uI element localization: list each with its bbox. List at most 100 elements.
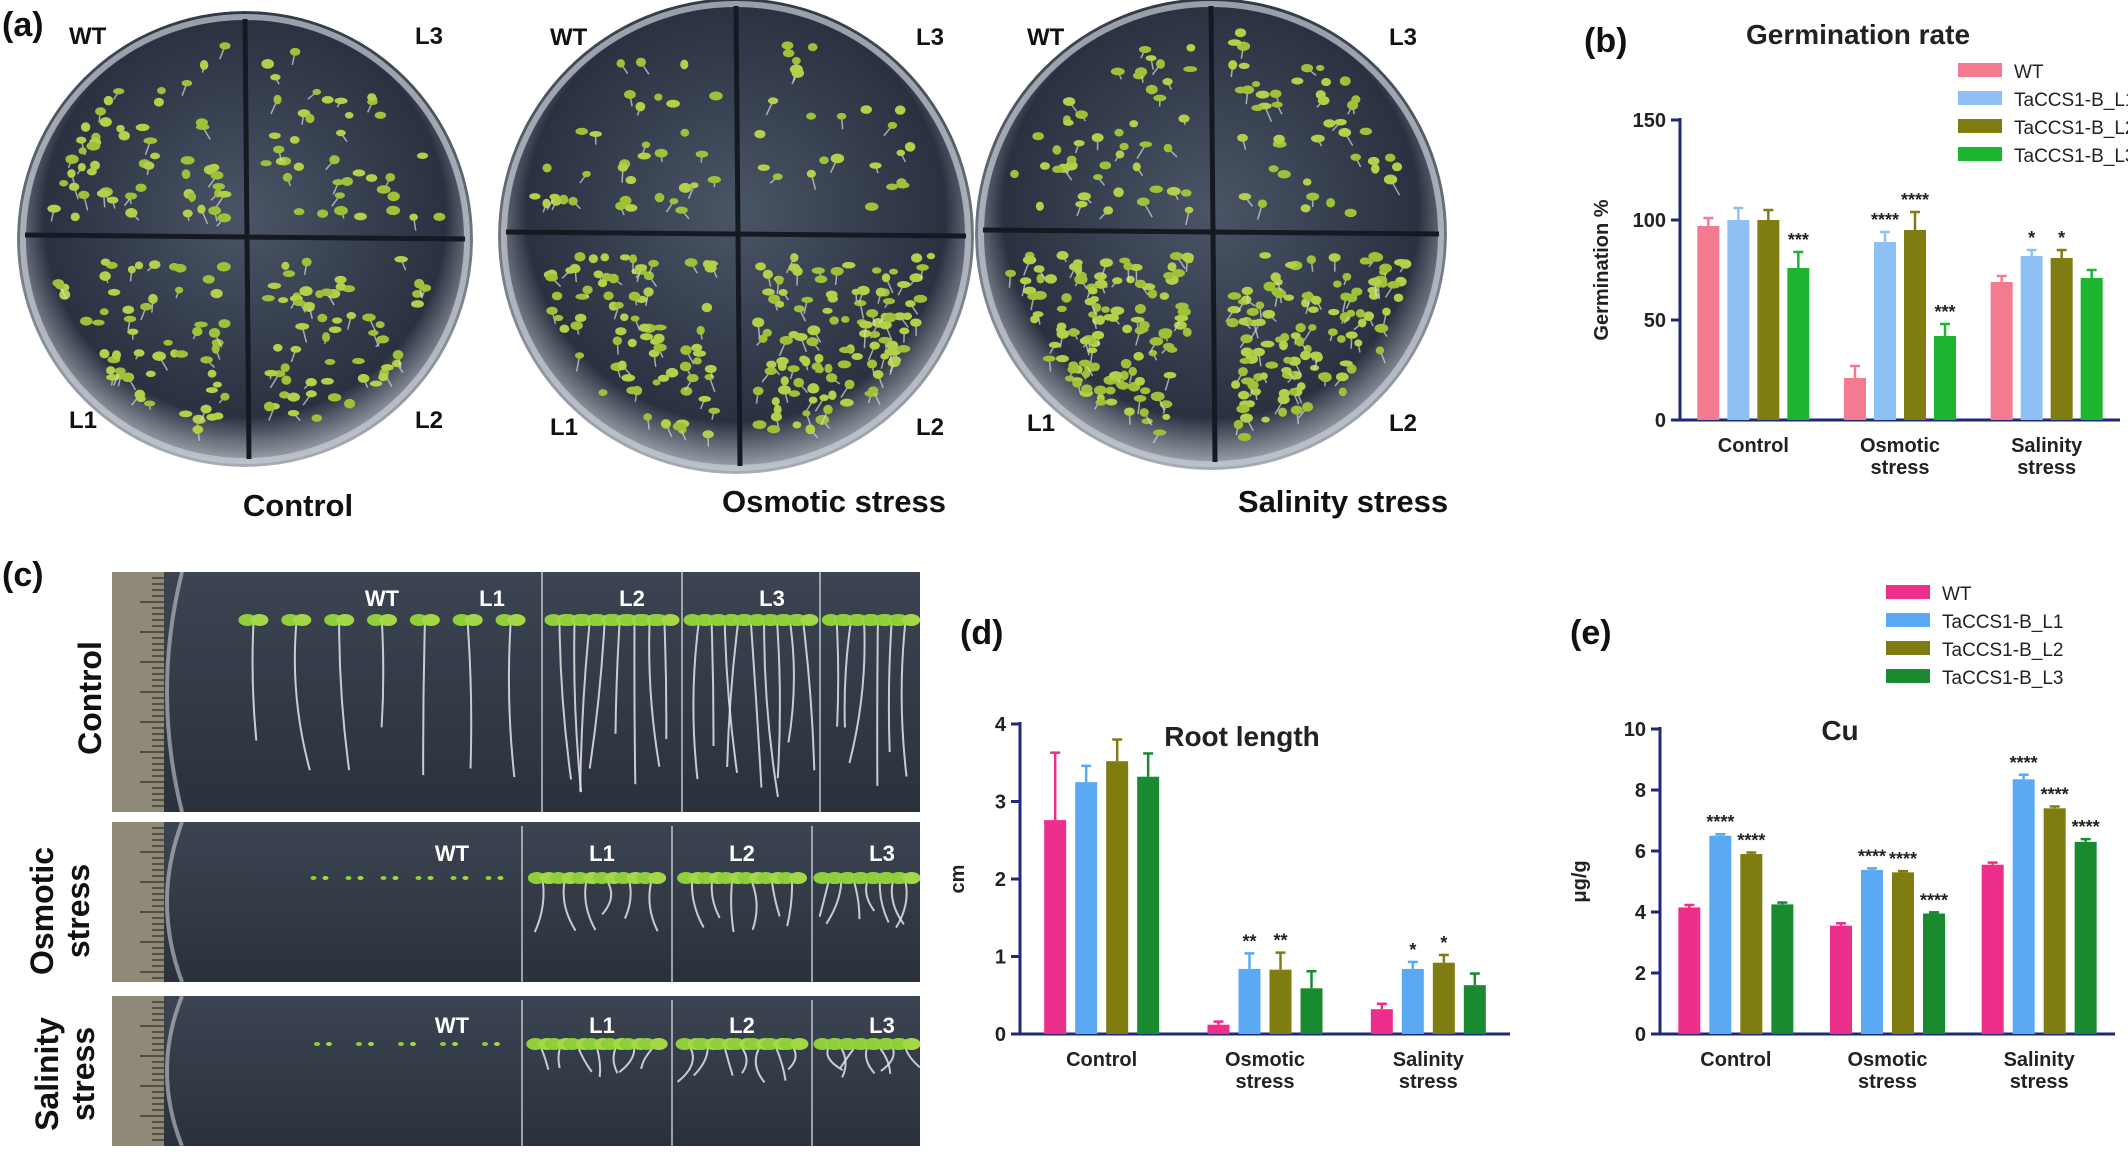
seedling-root bbox=[380, 623, 385, 728]
seedling bbox=[116, 124, 125, 133]
seedling bbox=[1134, 279, 1147, 289]
seedling bbox=[1290, 405, 1303, 415]
seedling bbox=[559, 324, 570, 333]
y-tick-label: 150 bbox=[1633, 110, 1666, 132]
seedling-root bbox=[601, 881, 613, 915]
seedling bbox=[123, 315, 137, 323]
seedling-root bbox=[573, 623, 583, 793]
seedling bbox=[1255, 301, 1265, 310]
seedling bbox=[1260, 340, 1275, 348]
seedling bbox=[828, 390, 837, 401]
seedling bbox=[869, 330, 881, 338]
seedling bbox=[99, 348, 110, 359]
seedling bbox=[1147, 289, 1158, 299]
seedling bbox=[1163, 272, 1175, 280]
bar bbox=[2043, 808, 2066, 1034]
plate-background bbox=[112, 572, 920, 812]
seedling bbox=[788, 390, 801, 397]
seedling bbox=[619, 195, 632, 206]
plate-background bbox=[112, 822, 920, 982]
seedling bbox=[1153, 94, 1167, 102]
y-tick-label: 2 bbox=[1635, 963, 1646, 985]
x-category-label: stress bbox=[1871, 457, 1930, 479]
dish-quadrant-label: L2 bbox=[916, 414, 945, 441]
y-axis-label: cm bbox=[950, 865, 969, 894]
seedling-strip-photo: WT L1 L2 L3 bbox=[112, 996, 920, 1146]
x-category-label: Control bbox=[1066, 1049, 1137, 1071]
seedling bbox=[1252, 347, 1265, 357]
seedling bbox=[1281, 367, 1292, 374]
seedling bbox=[678, 182, 692, 193]
seedling bbox=[654, 93, 663, 101]
bar bbox=[1844, 378, 1866, 420]
seedling bbox=[1237, 133, 1248, 142]
seedling bbox=[680, 345, 692, 356]
x-category-label: Control bbox=[1718, 435, 1789, 457]
panel-label-c: (c) bbox=[2, 556, 44, 594]
seedling bbox=[839, 346, 853, 354]
seedling bbox=[1310, 351, 1323, 360]
seedling bbox=[321, 96, 334, 104]
seedling bbox=[270, 74, 281, 81]
seedling bbox=[875, 287, 887, 297]
seedling-root bbox=[690, 881, 705, 929]
seedling bbox=[70, 212, 80, 222]
seedling bbox=[896, 149, 906, 157]
seedling bbox=[1163, 371, 1177, 379]
petri-dish bbox=[498, 0, 974, 474]
seedling bbox=[680, 59, 689, 70]
seedling bbox=[637, 152, 651, 160]
bar bbox=[1678, 907, 1701, 1034]
seedling bbox=[157, 87, 166, 95]
seedling bbox=[1384, 153, 1396, 162]
seedling-root bbox=[802, 623, 816, 771]
dish-quadrant-label: L2 bbox=[415, 407, 444, 434]
dish-quadrant-label: L3 bbox=[916, 24, 945, 51]
seedling bbox=[1068, 327, 1079, 337]
seedling bbox=[1073, 139, 1085, 147]
seedling-leaf bbox=[462, 876, 469, 880]
seedling bbox=[1342, 272, 1352, 281]
seedling-leaf bbox=[357, 876, 364, 880]
seedling bbox=[1139, 408, 1149, 417]
seedling bbox=[150, 152, 161, 160]
seedling bbox=[766, 360, 777, 369]
bar bbox=[1697, 226, 1720, 420]
seedling bbox=[1032, 311, 1044, 318]
seedling bbox=[626, 386, 639, 395]
seedling bbox=[376, 185, 391, 194]
bar bbox=[2020, 256, 2043, 420]
seedling bbox=[135, 123, 150, 132]
seedling bbox=[1393, 293, 1404, 302]
seedling-root bbox=[775, 1047, 787, 1081]
seedling bbox=[1174, 314, 1189, 322]
seedling bbox=[1240, 347, 1254, 357]
seedling bbox=[261, 58, 274, 69]
dish-quadrant-label: L1 bbox=[1027, 410, 1056, 437]
significance-label: **** bbox=[2072, 817, 2100, 837]
seedling-line-label: L1 bbox=[589, 841, 615, 866]
seedling bbox=[1250, 388, 1261, 396]
bar bbox=[1923, 913, 1945, 1034]
seedling bbox=[1079, 337, 1091, 345]
seedling bbox=[202, 274, 215, 284]
seedling bbox=[1163, 143, 1173, 153]
plate-edge bbox=[165, 822, 184, 982]
seedling-root bbox=[596, 1047, 602, 1078]
seedling-root bbox=[540, 1047, 550, 1070]
significance-label: **** bbox=[1901, 190, 1929, 210]
seedling bbox=[1273, 134, 1285, 144]
dish-quadrant-label: L3 bbox=[1389, 24, 1418, 51]
seedling bbox=[329, 155, 340, 165]
bar bbox=[1709, 835, 1732, 1034]
seedling bbox=[1114, 128, 1124, 137]
ruler bbox=[112, 822, 164, 982]
seedling bbox=[617, 163, 629, 172]
significance-label: **** bbox=[1706, 812, 1734, 832]
legend-label: TaCCS1-B_L3 bbox=[1942, 668, 2063, 689]
seedling bbox=[1346, 364, 1357, 374]
seedling-root bbox=[750, 623, 763, 788]
seedling bbox=[825, 290, 838, 299]
seedling bbox=[1063, 119, 1074, 126]
legend-label: TaCCS1-B_L2 bbox=[2014, 118, 2128, 139]
